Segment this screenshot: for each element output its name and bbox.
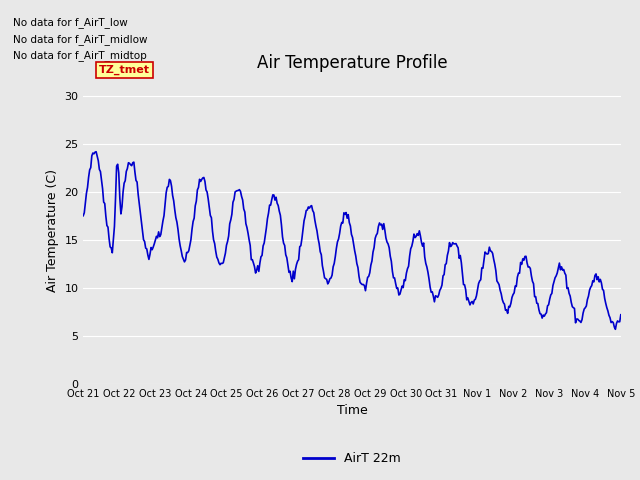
Title: Air Temperature Profile: Air Temperature Profile (257, 54, 447, 72)
Text: TZ_tmet: TZ_tmet (99, 64, 150, 75)
Y-axis label: Air Temperature (C): Air Temperature (C) (45, 169, 59, 292)
X-axis label: Time: Time (337, 405, 367, 418)
Text: No data for f_AirT_midlow: No data for f_AirT_midlow (13, 34, 147, 45)
Text: No data for f_AirT_low: No data for f_AirT_low (13, 17, 127, 28)
Text: No data for f_AirT_midtop: No data for f_AirT_midtop (13, 50, 147, 61)
Legend: AirT 22m: AirT 22m (298, 447, 406, 470)
